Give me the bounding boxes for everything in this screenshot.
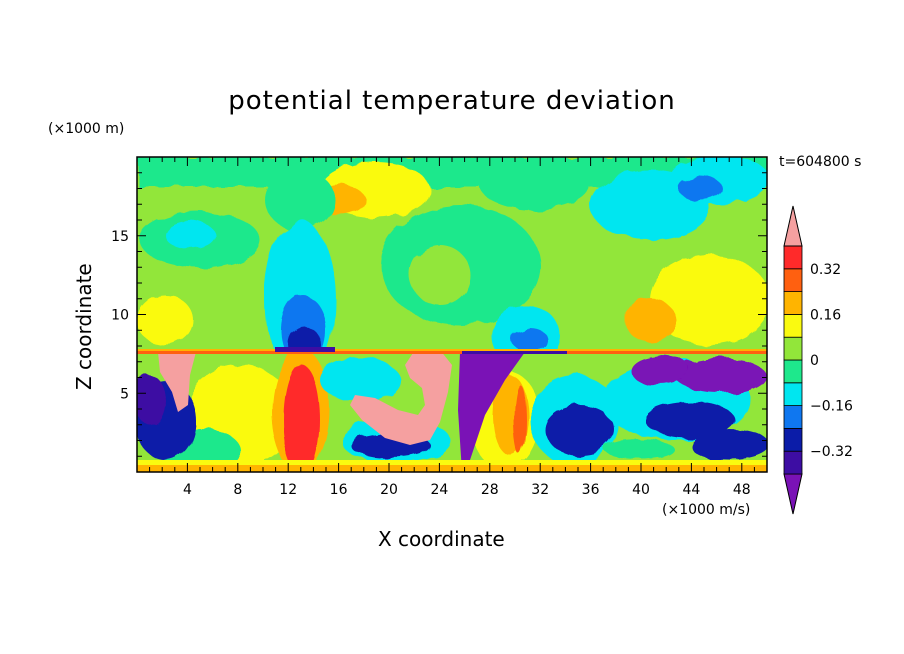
colorbar-swatch (783, 245, 803, 270)
x-tick-label: 36 (582, 482, 600, 498)
colorbar-tick-label: −0.16 (810, 399, 853, 415)
colorbar-extend-high (783, 205, 803, 247)
x-tick-label: 48 (733, 482, 751, 498)
x-axis-label: X coordinate (378, 527, 505, 551)
colorbar-swatch (783, 268, 803, 292)
colorbar-swatch (783, 382, 803, 406)
colorbar-tick-label: 0.32 (810, 262, 841, 278)
x-tick-label: 8 (233, 482, 242, 498)
x-unit-label: (×1000 m/s) (662, 502, 751, 518)
x-tick-label: 24 (430, 482, 448, 498)
y-axis-ticks: 5 10 15 (111, 172, 767, 457)
x-tick-label: 28 (481, 482, 499, 498)
z-unit-label: (×1000 m) (48, 121, 125, 137)
y-tick-label: 10 (111, 308, 129, 324)
colorbar-extend-low (783, 473, 803, 515)
colorbar-tick-label: 0 (810, 353, 819, 369)
x-tick-label: 12 (279, 482, 297, 498)
colorbar-swatch (783, 359, 803, 384)
x-tick-label: 44 (682, 482, 700, 498)
x-tick-label: 16 (330, 482, 348, 498)
colorbar-tick-label: 0.16 (810, 307, 841, 323)
colorbar-swatch (783, 336, 803, 361)
contour-field (137, 157, 767, 472)
y-tick-label: 15 (111, 229, 129, 245)
x-axis-ticks: 4 8 12 16 20 24 28 32 36 40 44 48 (149, 157, 755, 498)
y-tick-label: 5 (120, 386, 129, 402)
colorbar-swatch (783, 405, 803, 429)
colorbar-tick-label: −0.32 (810, 444, 853, 460)
x-tick-label: 4 (183, 482, 192, 498)
colorbar-swatch (783, 313, 803, 338)
x-tick-label: 20 (380, 482, 398, 498)
colorbar-swatch (783, 450, 803, 475)
colorbar-swatch (783, 291, 803, 315)
colorbar: 0.32 0.16 0 −0.16 −0.32 (783, 205, 853, 515)
time-label: t=604800 s (779, 154, 862, 170)
x-tick-label: 40 (632, 482, 650, 498)
x-tick-label: 32 (531, 482, 549, 498)
chart-title: potential temperature deviation (228, 86, 676, 116)
colorbar-swatch (783, 427, 803, 452)
